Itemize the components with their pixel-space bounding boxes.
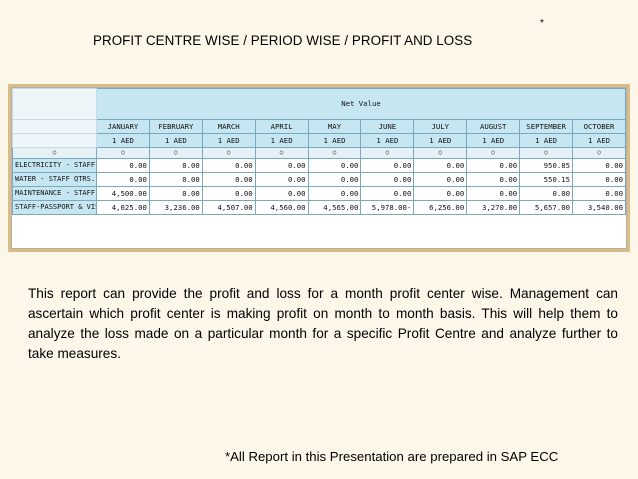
currency-header: 1 AED bbox=[254, 133, 309, 148]
footnote: *All Report in this Presentation are pre… bbox=[225, 449, 559, 464]
currency-header: 1 AED bbox=[360, 133, 415, 148]
currency-header-row: 1 AED 1 AED 1 AED 1 AED 1 AED 1 AED 1 AED 1 AED… bbox=[12, 133, 626, 148]
table-row: ELECTRICITY - STAFF 0.00 0.00 0.00 0.00 0.00 0… bbox=[12, 158, 626, 173]
value-cell: 0.00 bbox=[254, 158, 309, 173]
table-row: MAINTENANCE - STAFF 4,500.00 0.00 0.00 0.00 0… bbox=[12, 186, 626, 201]
month-header: APRIL bbox=[254, 119, 309, 134]
value-cell: 0.00 bbox=[519, 186, 574, 201]
value-cell: 0.00 bbox=[572, 158, 626, 173]
value-cell: 0.00 bbox=[413, 172, 468, 187]
month-header: JUNE bbox=[360, 119, 415, 134]
value-cell: 0.00 bbox=[201, 172, 256, 187]
currency-header: 1 AED bbox=[96, 133, 150, 148]
value-cell: 3,540.00 bbox=[572, 200, 626, 215]
currency-header: 1 AED bbox=[307, 133, 362, 148]
currency-header: 1 AED bbox=[519, 133, 574, 148]
month-header: FEBRUARY bbox=[148, 119, 203, 134]
value-cell: 0.00 bbox=[572, 172, 626, 187]
net-value-label: Net Value bbox=[96, 88, 626, 120]
marker-header-row: ○ ○ ○ ○ ○ ○ ○ ○ ○ ○ ○ bbox=[12, 147, 626, 159]
value-cell: 5,657.00 bbox=[519, 200, 574, 215]
column-marker: ○ bbox=[307, 147, 362, 159]
currency-header: 1 AED bbox=[413, 133, 468, 148]
value-cell: 0.00 bbox=[96, 172, 150, 187]
column-marker: ○ bbox=[413, 147, 468, 159]
value-cell: 4,500.00 bbox=[96, 186, 150, 201]
month-header: OCTOBER bbox=[572, 119, 626, 134]
value-cell: 0.00 bbox=[307, 186, 362, 201]
value-cell: 6,256.00 bbox=[413, 200, 468, 215]
row-label: STAFF-PASSPORT & VIS bbox=[12, 200, 97, 215]
value-cell: 0.00 bbox=[307, 172, 362, 187]
column-marker: ○ bbox=[466, 147, 521, 159]
currency-header: 1 AED bbox=[148, 133, 203, 148]
value-cell: 0.00 bbox=[466, 158, 521, 173]
value-cell: 950.85 bbox=[519, 158, 574, 173]
month-header: JANUARY bbox=[96, 119, 150, 134]
row-label: MAINTENANCE - STAFF bbox=[12, 186, 97, 201]
value-cell: 0.00 bbox=[572, 186, 626, 201]
column-marker: ○ bbox=[572, 147, 626, 159]
value-cell: 0.00 bbox=[360, 172, 415, 187]
row-label: WATER - STAFF QTRS. bbox=[12, 172, 97, 187]
column-marker: ○ bbox=[201, 147, 256, 159]
value-cell: 0.00 bbox=[201, 186, 256, 201]
month-header: SEPTEMBER bbox=[519, 119, 574, 134]
column-marker: ○ bbox=[254, 147, 309, 159]
value-cell: 0.00 bbox=[254, 172, 309, 187]
value-cell: 0.00 bbox=[201, 158, 256, 173]
value-cell: 0.00 bbox=[413, 186, 468, 201]
month-header: AUGUST bbox=[466, 119, 521, 134]
header-blank-cell bbox=[12, 119, 97, 134]
value-cell: 0.00 bbox=[96, 158, 150, 173]
value-cell: 0.00 bbox=[466, 186, 521, 201]
value-cell: 4,507.00 bbox=[201, 200, 256, 215]
value-cell: 0.00 bbox=[254, 186, 309, 201]
month-header: MAY bbox=[307, 119, 362, 134]
body-paragraph: This report can provide the profit and l… bbox=[28, 286, 618, 361]
value-cell: 0.00 bbox=[413, 158, 468, 173]
value-cell: 550.15 bbox=[519, 172, 574, 187]
value-cell: 4,565.00 bbox=[307, 200, 362, 215]
value-cell: 3,236.00 bbox=[148, 200, 203, 215]
value-cell: 0.00 bbox=[148, 158, 203, 173]
value-cell: 0.00 bbox=[148, 172, 203, 187]
table-row: STAFF-PASSPORT & VIS 4,025.00 3,236.00 4,50… bbox=[12, 200, 626, 215]
column-marker: ○ bbox=[519, 147, 574, 159]
table-row: WATER - STAFF QTRS. 0.00 0.00 0.00 0.00 0.00 0… bbox=[12, 172, 626, 187]
value-cell: 4,560.00 bbox=[254, 200, 309, 215]
column-marker: ○ bbox=[96, 147, 150, 159]
label-marker: ○ bbox=[12, 147, 97, 159]
value-cell: 0.00 bbox=[360, 158, 415, 173]
value-cell: 5,978.00- bbox=[360, 200, 415, 215]
value-cell: 4,025.00 bbox=[96, 200, 150, 215]
value-cell: 0.00 bbox=[148, 186, 203, 201]
month-header-row: JANUARY FEBRUARY MARCH APRIL MAY JUNE JULY AUGU… bbox=[12, 119, 626, 134]
net-value-header-row: Net Value bbox=[12, 88, 626, 120]
currency-header: 1 AED bbox=[572, 133, 626, 148]
column-marker: ○ bbox=[148, 147, 203, 159]
currency-header: 1 AED bbox=[466, 133, 521, 148]
value-cell: 0.00 bbox=[466, 172, 521, 187]
header-blank-cell bbox=[12, 133, 97, 148]
header-blank-cell bbox=[12, 88, 97, 120]
report-screenshot-frame: Net Value JANUARY FEBRUARY MARCH APRIL MAY JU… bbox=[8, 84, 630, 252]
title-mark: * bbox=[540, 18, 544, 29]
value-cell: 0.00 bbox=[307, 158, 362, 173]
slide-title: PROFIT CENTRE WISE / PERIOD WISE / PROFI… bbox=[93, 33, 473, 48]
row-label: ELECTRICITY - STAFF bbox=[12, 158, 97, 173]
month-header: MARCH bbox=[201, 119, 256, 134]
currency-header: 1 AED bbox=[201, 133, 256, 148]
sap-report: Net Value JANUARY FEBRUARY MARCH APRIL MAY JU… bbox=[11, 87, 627, 249]
month-header: JULY bbox=[413, 119, 468, 134]
value-cell: 0.00 bbox=[360, 186, 415, 201]
column-marker: ○ bbox=[360, 147, 415, 159]
value-cell: 3,270.00 bbox=[466, 200, 521, 215]
profit-loss-table: Net Value JANUARY FEBRUARY MARCH APRIL MAY JU… bbox=[12, 88, 626, 215]
